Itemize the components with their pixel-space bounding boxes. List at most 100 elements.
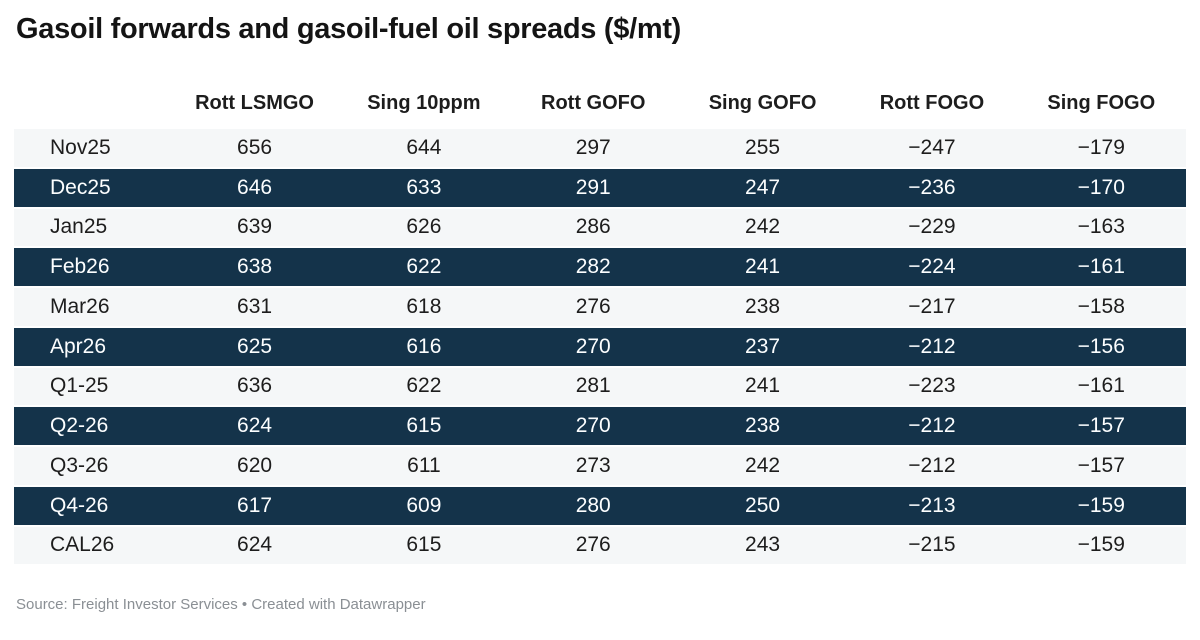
table-row: Q1-25 636 622 281 241 −223 −161 (14, 367, 1186, 408)
cell: 242 (745, 453, 781, 477)
row-label: Feb26 (50, 255, 110, 279)
cell: −217 (908, 294, 956, 318)
cell: 247 (745, 175, 781, 199)
table-row: Feb26 638 622 282 241 −224 −161 (14, 248, 1186, 288)
cell: 250 (745, 493, 781, 517)
page-title: Gasoil forwards and gasoil-fuel oil spre… (16, 13, 682, 45)
cell: −212 (908, 334, 956, 358)
column-header-rott-lsmgo: Rott LSMGO (195, 92, 314, 114)
cell: 241 (745, 255, 781, 279)
column-header-rott-gofo: Rott GOFO (541, 92, 646, 114)
row-label: Jan25 (50, 215, 108, 239)
cell: 270 (575, 414, 611, 438)
table-header-row: Rott LSMGO Sing 10ppm Rott GOFO Sing GOF… (14, 81, 1186, 129)
cell: 615 (406, 533, 442, 557)
cell: 238 (745, 294, 781, 318)
row-label: Mar26 (50, 294, 110, 318)
cell: 639 (237, 215, 273, 239)
cell: 631 (237, 294, 273, 318)
cell: −215 (908, 533, 956, 557)
cell: −163 (1077, 215, 1125, 239)
cell: 646 (237, 175, 273, 199)
cell: −213 (908, 493, 956, 517)
cell: −161 (1077, 255, 1125, 279)
table-row: Apr26 625 616 270 237 −212 −156 (14, 327, 1186, 368)
cell: −223 (908, 374, 956, 398)
cell: 291 (575, 175, 611, 199)
row-label: Nov25 (50, 135, 111, 159)
cell: −179 (1077, 135, 1125, 159)
source-attribution: Source: Freight Investor Services • Crea… (16, 596, 426, 614)
cell: 270 (575, 334, 611, 358)
column-header-sing-fogo: Sing FOGO (1047, 92, 1156, 114)
cell: −158 (1077, 294, 1125, 318)
cell: 636 (237, 374, 273, 398)
cell: 644 (406, 135, 442, 159)
cell: −247 (908, 135, 956, 159)
column-header-sing-gofo: Sing GOFO (708, 92, 817, 114)
cell: −170 (1077, 175, 1125, 199)
cell: −212 (908, 453, 956, 477)
cell: 243 (745, 533, 781, 557)
table-row: CAL26 624 615 276 243 −215 −159 (14, 526, 1186, 567)
cell: 633 (406, 175, 442, 199)
table-row: Q3-26 620 611 273 242 −212 −157 (14, 447, 1186, 487)
cell: 241 (745, 374, 781, 398)
cell: −159 (1077, 533, 1125, 557)
cell: −229 (908, 215, 956, 239)
cell: 622 (406, 255, 442, 279)
table-row: Q4-26 617 609 280 250 −213 −159 (14, 486, 1186, 527)
cell: 622 (406, 374, 442, 398)
cell: 624 (237, 533, 273, 557)
cell: −157 (1077, 453, 1125, 477)
cell: −156 (1077, 334, 1125, 358)
column-header-sing-10ppm: Sing 10ppm (367, 92, 481, 114)
cell: 616 (406, 334, 442, 358)
cell: −236 (908, 175, 956, 199)
cell: 281 (575, 374, 611, 398)
cell: 242 (745, 215, 781, 239)
cell: −212 (908, 414, 956, 438)
chart-container: Gasoil forwards and gasoil-fuel oil spre… (0, 12, 1200, 613)
corner-cell (14, 115, 170, 129)
cell: 656 (237, 135, 273, 159)
cell: 617 (237, 493, 273, 517)
row-label: Dec25 (50, 175, 111, 199)
table-row: Dec25 646 633 291 247 −236 −170 (14, 168, 1186, 209)
table-row: Q2-26 624 615 270 238 −212 −157 (14, 407, 1186, 447)
row-label: Q2-26 (50, 414, 109, 438)
cell: 625 (237, 334, 273, 358)
cell: 297 (575, 135, 611, 159)
row-label: Apr26 (50, 334, 107, 358)
cell: 626 (406, 215, 442, 239)
column-header-rott-fogo: Rott FOGO (879, 92, 985, 114)
cell: 611 (407, 453, 441, 477)
table-row: Jan25 639 626 286 242 −229 −163 (14, 208, 1186, 249)
row-label: Q4-26 (50, 493, 109, 517)
cell: 624 (237, 414, 273, 438)
row-label: CAL26 (50, 533, 115, 557)
cell: 620 (237, 453, 273, 477)
cell: −224 (908, 255, 956, 279)
cell: 276 (575, 533, 611, 557)
cell: 238 (745, 414, 781, 438)
table-row: Mar26 631 618 276 238 −217 −158 (14, 288, 1186, 328)
cell: 282 (575, 255, 611, 279)
cell: 638 (237, 255, 273, 279)
row-label: Q1-25 (50, 374, 109, 398)
cell: −161 (1077, 374, 1125, 398)
cell: 255 (745, 135, 781, 159)
row-label: Q3-26 (50, 453, 109, 477)
cell: −157 (1077, 414, 1125, 438)
cell: 286 (575, 215, 611, 239)
cell: 615 (406, 414, 442, 438)
data-table: Rott LSMGO Sing 10ppm Rott GOFO Sing GOF… (14, 81, 1186, 567)
cell: 237 (745, 334, 781, 358)
cell: −159 (1077, 493, 1125, 517)
cell: 618 (406, 294, 442, 318)
cell: 273 (575, 453, 611, 477)
table-row: Nov25 656 644 297 255 −247 −179 (14, 129, 1186, 169)
cell: 276 (575, 294, 611, 318)
cell: 609 (406, 493, 442, 517)
cell: 280 (575, 493, 611, 517)
